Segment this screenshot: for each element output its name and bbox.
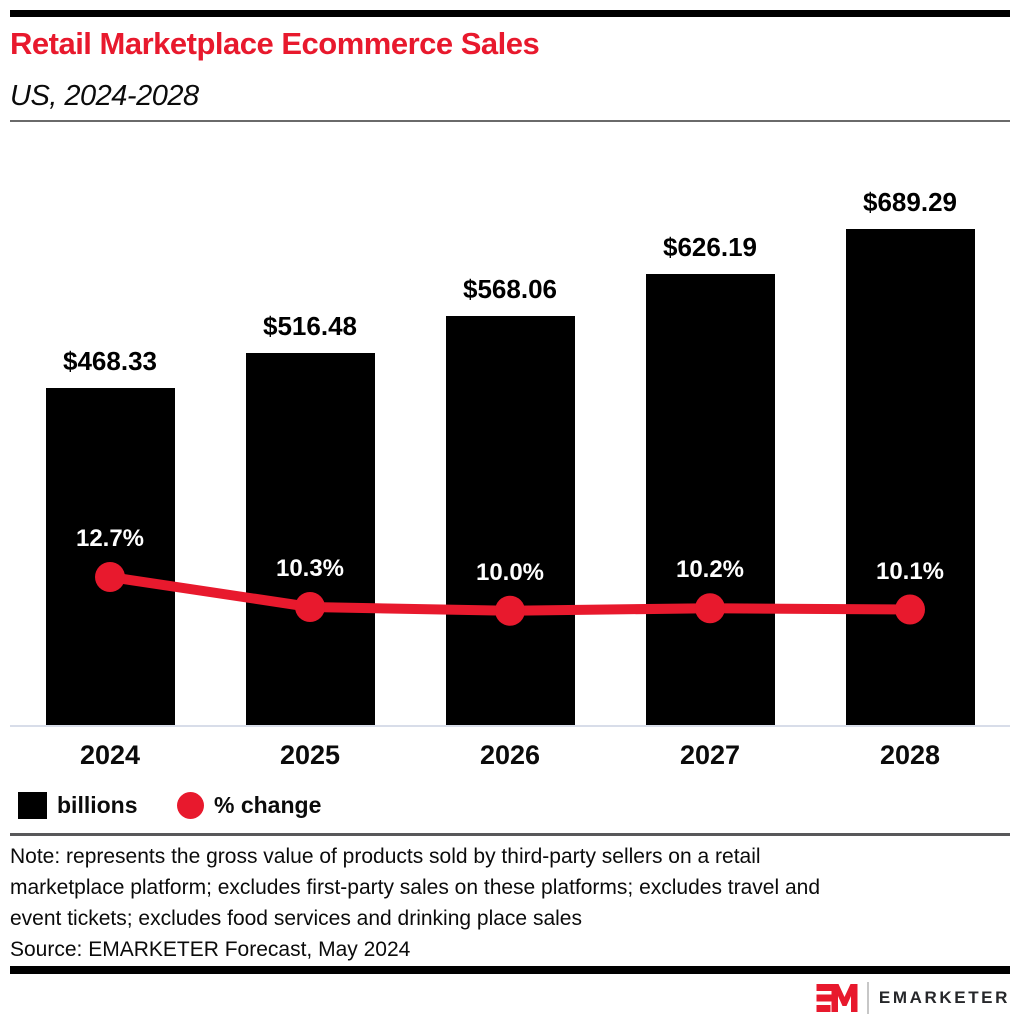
top-rule [10,10,1010,17]
bottom-rule [10,966,1010,974]
bar-value-label-2024: $468.33 [63,346,157,376]
bar-value-label-2028: $689.29 [863,186,957,217]
x-axis-label-2026: 2026 [479,740,541,770]
x-axis-label-2024: 2024 [79,740,141,770]
bar-2028 [845,228,975,726]
pct-label-2028: 10.1% [875,557,945,585]
bar-value-label-2025: $516.48 [263,311,357,342]
footer-rule [10,833,1010,836]
billions-swatch-icon [18,792,47,819]
legend-label-pct-change: % change [214,792,322,818]
pct-label-2026: 10.0% [475,558,545,586]
legend-label-billions: billions [57,792,138,818]
chart-subtitle: US, 2024-2028 [10,80,199,112]
legend-item-billions: billions [18,792,138,819]
x-axis-label-2028: 2028 [879,740,941,770]
x-axis-label-2025: 2025 [279,740,341,770]
note-line-1: Note: represents the gross value of prod… [10,845,761,868]
bar-2024 [45,388,175,726]
pct-label-2027: 10.2% [675,556,745,584]
chart-title: Retail Marketplace Ecommerce Sales [10,26,540,61]
em-monogram-icon [816,984,858,1012]
pct-label-2025: 10.3% [275,555,345,582]
emarketer-logo: EMARKETER [816,982,1010,1014]
bar-value-label-2027: $626.19 [663,232,757,263]
legend-item-pct-change: % change [177,792,321,819]
pct-label-2024: 12.7% [75,525,145,552]
note-line-2: marketplace platform; excludes first-par… [10,876,821,899]
pct-change-swatch-icon [177,792,204,819]
brand-wordmark: EMARKETER [878,988,1010,1007]
logo-divider [866,982,869,1014]
note-line-3: event tickets; excludes food services an… [10,907,582,930]
x-axis-baseline [10,725,1010,727]
x-axis-label-2027: 2027 [679,740,741,770]
header-rule [10,120,1010,122]
bar-2025 [245,353,375,726]
bar-2027 [645,274,775,726]
chart-legend: billions % change [18,790,618,822]
bar-2026 [445,316,575,726]
bar-value-label-2026: $568.06 [463,274,557,305]
source-line: Source: EMARKETER Forecast, May 2024 [10,938,411,961]
